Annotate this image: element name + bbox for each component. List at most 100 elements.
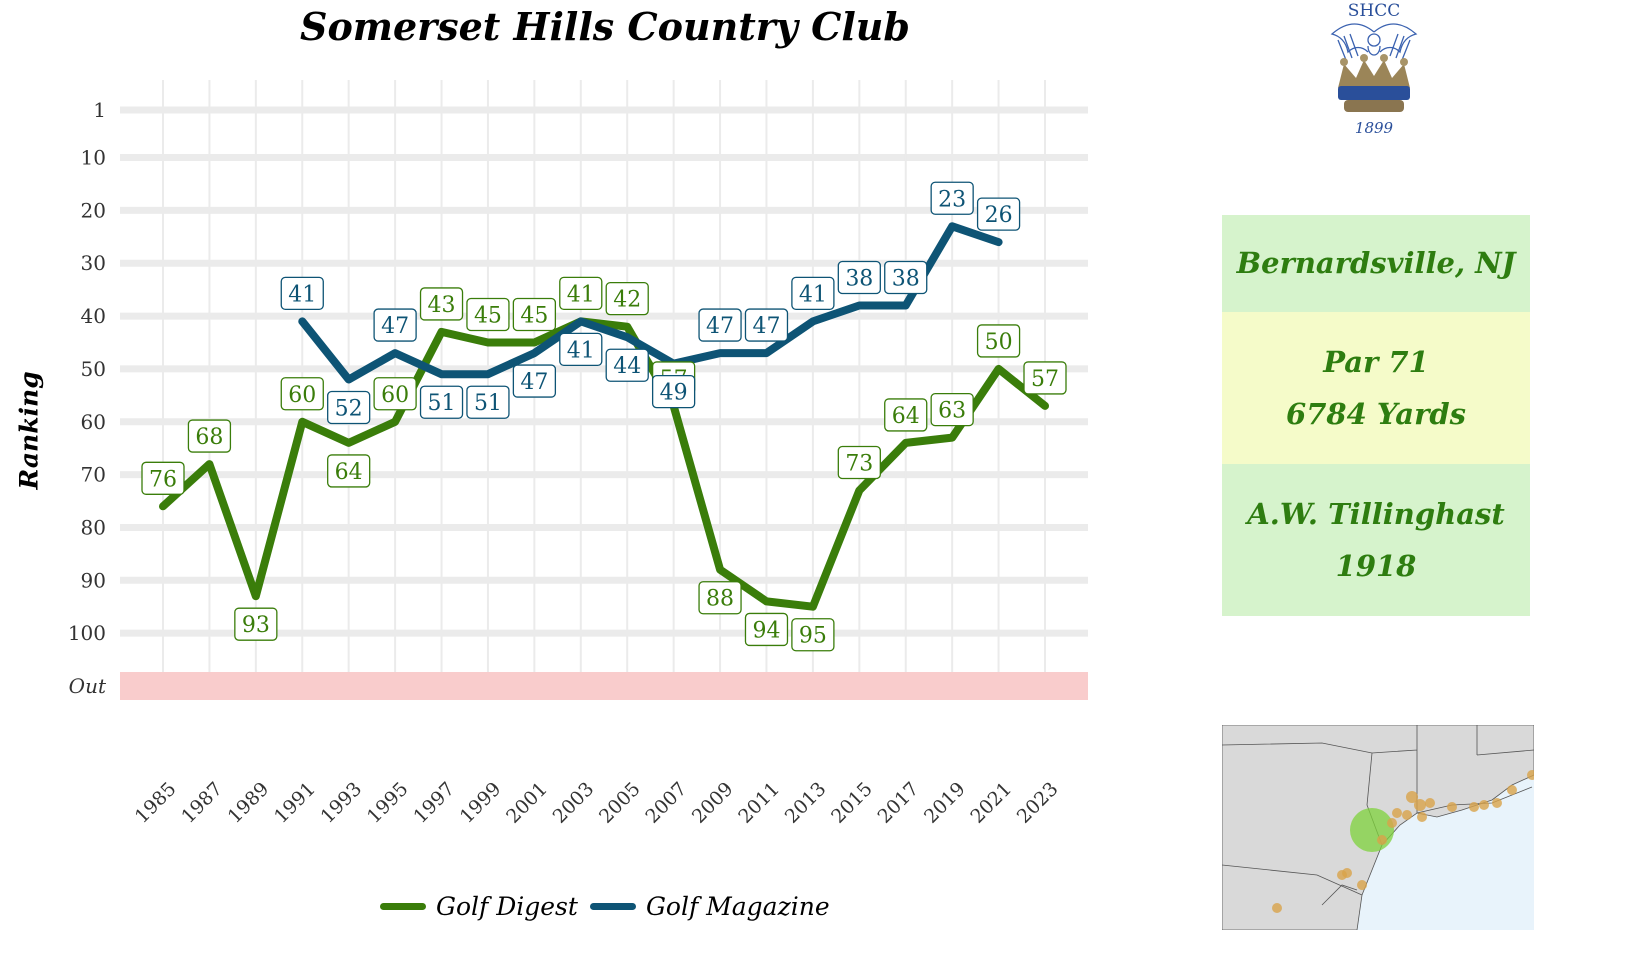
logo-year: 1899 bbox=[1355, 119, 1394, 137]
data-label-box bbox=[419, 287, 464, 321]
data-label-text: 44 bbox=[613, 354, 641, 379]
data-label-golf-digest: 60 bbox=[280, 377, 324, 411]
data-label-box bbox=[327, 390, 371, 425]
data-label-text: 76 bbox=[149, 467, 177, 492]
legend-swatch-golf-digest bbox=[380, 903, 426, 910]
x-axis-ticks: 1985198719891991199319951997199920012003… bbox=[131, 778, 1063, 828]
x-tick-label: 2011 bbox=[734, 778, 784, 828]
data-label-text: 38 bbox=[892, 267, 920, 292]
data-label-text: 60 bbox=[288, 383, 316, 408]
data-label-golf-magazine: 23 bbox=[930, 181, 974, 215]
logo-abbreviation: SHCC bbox=[1348, 1, 1401, 21]
out-band bbox=[120, 672, 1088, 700]
series-line-golf-digest bbox=[159, 317, 1049, 611]
data-label-golf-digest: 73 bbox=[837, 445, 881, 480]
architect-text: A.W. Tillinghast bbox=[1247, 496, 1505, 531]
data-label-box bbox=[698, 581, 742, 615]
x-tick-label: 1987 bbox=[177, 778, 227, 828]
location-map bbox=[1222, 725, 1534, 930]
info-location-box: Bernardsville, NJ bbox=[1222, 215, 1530, 312]
data-label-box bbox=[512, 364, 557, 398]
series-lines bbox=[159, 222, 1049, 611]
x-tick-label: 1989 bbox=[224, 778, 274, 828]
x-tick-label: 2005 bbox=[595, 778, 645, 828]
y-tick-label: 40 bbox=[81, 304, 106, 328]
course-info-panel: Bernardsville, NJ Par 71 6784 Yards A.W.… bbox=[1222, 215, 1530, 616]
data-label-box bbox=[1023, 361, 1067, 395]
data-label-text: 88 bbox=[706, 587, 734, 612]
data-label-box bbox=[651, 375, 696, 409]
data-label-golf-digest: 57 bbox=[1023, 361, 1067, 395]
x-tick-label: 2021 bbox=[966, 778, 1016, 828]
data-label-box bbox=[280, 377, 324, 411]
y-tick-label: 100 bbox=[68, 621, 106, 645]
x-tick-label: 1997 bbox=[409, 778, 459, 828]
data-label-box bbox=[512, 297, 557, 332]
data-label-text: 57 bbox=[1031, 367, 1059, 392]
data-label-box bbox=[419, 385, 464, 419]
data-label-golf-magazine: 47 bbox=[698, 308, 742, 342]
x-tick-label: 1991 bbox=[270, 778, 320, 828]
data-label-golf-digest: 95 bbox=[791, 618, 835, 652]
x-tick-label: 2019 bbox=[920, 778, 970, 828]
data-label-golf-digest: 63 bbox=[930, 392, 974, 427]
data-label-text: 41 bbox=[799, 282, 827, 307]
data-label-golf-magazine: 41 bbox=[280, 276, 324, 311]
data-label-golf-digest: 76 bbox=[141, 461, 185, 495]
y-tick-label: 60 bbox=[81, 410, 106, 434]
data-label-text: 38 bbox=[845, 267, 873, 292]
data-label-golf-digest: 68 bbox=[187, 419, 232, 453]
data-label-box bbox=[234, 607, 278, 641]
y-tick-label: 70 bbox=[81, 463, 106, 487]
data-label-text: 51 bbox=[428, 391, 456, 416]
legend-label-golf-magazine: Golf Magazine bbox=[645, 892, 830, 921]
series-line-golf-magazine bbox=[298, 222, 1003, 384]
location-text: Bernardsville, NJ bbox=[1236, 246, 1516, 281]
x-tick-label: 2009 bbox=[688, 778, 738, 828]
data-label-golf-magazine: 52 bbox=[327, 390, 371, 425]
data-label-golf-digest: 88 bbox=[698, 581, 742, 615]
data-label-text: 47 bbox=[752, 314, 780, 339]
data-label-box bbox=[698, 308, 742, 342]
data-label-text: 73 bbox=[845, 451, 873, 476]
data-label-text: 41 bbox=[567, 338, 595, 363]
data-label-box bbox=[837, 260, 881, 295]
data-label-golf-magazine: 47 bbox=[373, 308, 417, 342]
data-label-golf-digest: 93 bbox=[234, 607, 278, 641]
data-label-text: 47 bbox=[520, 370, 548, 395]
data-label-golf-magazine: 49 bbox=[651, 375, 696, 409]
legend-label-golf-digest: Golf Digest bbox=[436, 892, 578, 921]
data-label-golf-magazine: 44 bbox=[605, 348, 649, 382]
data-label-text: 23 bbox=[938, 187, 966, 212]
year-built-text: 1918 bbox=[1335, 549, 1417, 583]
chart-legend: Golf Digest Golf Magazine bbox=[380, 892, 830, 921]
data-label-text: 26 bbox=[985, 203, 1013, 228]
grid-lines bbox=[120, 80, 1088, 672]
y-tick-label: Out bbox=[69, 674, 107, 698]
info-course-box: Par 71 6784 Yards bbox=[1222, 312, 1530, 464]
club-logo-crest: SHCC 1899 bbox=[1330, 1, 1418, 137]
data-label-golf-magazine: 38 bbox=[837, 260, 881, 295]
x-tick-label: 2013 bbox=[781, 778, 831, 828]
info-designer-box: A.W. Tillinghast 1918 bbox=[1222, 464, 1530, 616]
location-map-svg bbox=[1222, 725, 1534, 930]
x-tick-label: 2007 bbox=[641, 778, 691, 828]
yards-text: 6784 Yards bbox=[1286, 397, 1466, 431]
data-label-text: 64 bbox=[892, 404, 920, 429]
eagle-icon bbox=[1330, 23, 1418, 61]
chart-title: Somerset Hills Country Club bbox=[300, 4, 910, 49]
data-label-golf-digest: 94 bbox=[744, 612, 789, 647]
map-course-markers bbox=[1272, 770, 1534, 913]
data-label-box bbox=[327, 454, 371, 488]
data-label-golf-magazine: 41 bbox=[559, 332, 603, 367]
map-highlight-marker bbox=[1350, 808, 1394, 852]
data-label-text: 64 bbox=[335, 460, 363, 485]
y-axis-title: Ranking bbox=[14, 371, 44, 490]
x-tick-label: 2015 bbox=[827, 778, 877, 828]
data-label-golf-digest: 64 bbox=[884, 398, 928, 432]
x-tick-label: 1985 bbox=[131, 778, 181, 828]
data-label-box bbox=[466, 385, 510, 419]
data-label-text: 41 bbox=[288, 282, 316, 307]
data-label-box bbox=[466, 297, 510, 332]
